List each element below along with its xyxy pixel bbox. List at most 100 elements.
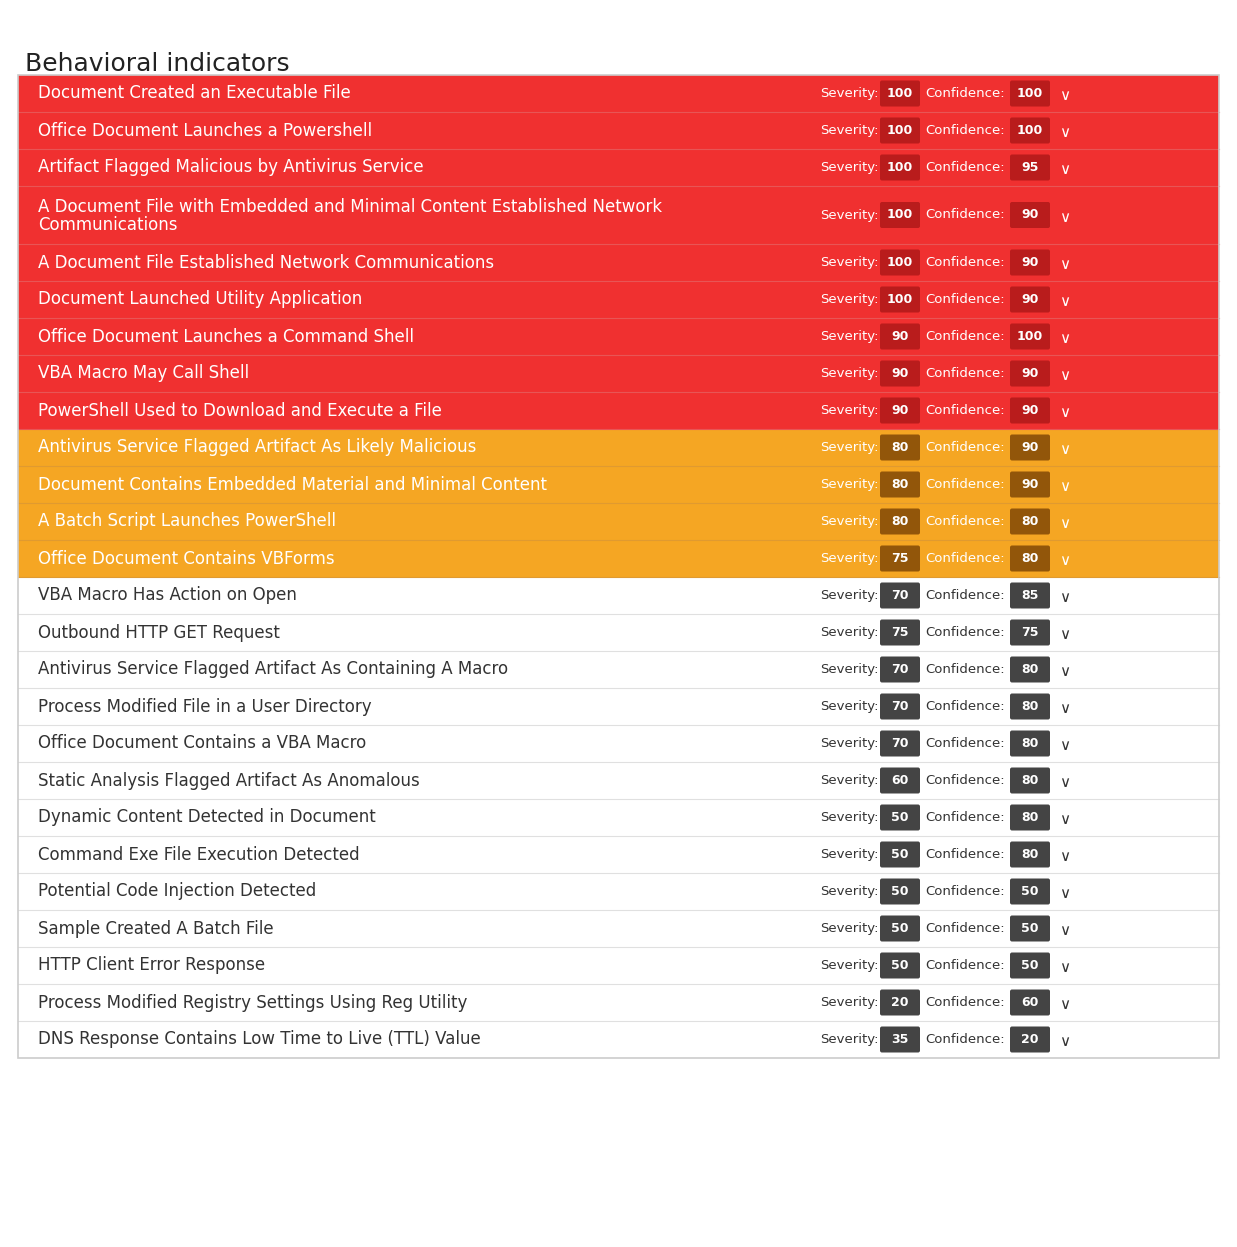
Text: 50: 50 xyxy=(891,811,909,824)
Text: 80: 80 xyxy=(1022,515,1039,527)
Text: Process Modified File in a User Directory: Process Modified File in a User Director… xyxy=(38,697,371,716)
Text: Confidence:: Confidence: xyxy=(925,1033,1004,1046)
Text: 90: 90 xyxy=(1022,478,1039,491)
Text: Document Contains Embedded Material and Minimal Content: Document Contains Embedded Material and … xyxy=(38,475,547,494)
Text: Office Document Launches a Command Shell: Office Document Launches a Command Shell xyxy=(38,328,414,345)
Text: ∨: ∨ xyxy=(1059,701,1070,716)
Text: ∨: ∨ xyxy=(1059,330,1070,345)
Text: ∨: ∨ xyxy=(1059,812,1070,827)
FancyBboxPatch shape xyxy=(880,731,920,757)
Text: Confidence:: Confidence: xyxy=(925,922,1004,935)
Text: 90: 90 xyxy=(1022,293,1039,306)
Text: Confidence:: Confidence: xyxy=(925,996,1004,1009)
Bar xyxy=(19,1021,1218,1057)
FancyBboxPatch shape xyxy=(880,249,920,276)
Text: 75: 75 xyxy=(891,552,909,565)
Text: Document Launched Utility Application: Document Launched Utility Application xyxy=(38,291,362,308)
Text: Confidence:: Confidence: xyxy=(925,848,1004,860)
FancyBboxPatch shape xyxy=(1009,842,1050,868)
Text: ∨: ∨ xyxy=(1059,923,1070,938)
FancyBboxPatch shape xyxy=(880,323,920,349)
Text: Process Modified Registry Settings Using Reg Utility: Process Modified Registry Settings Using… xyxy=(38,994,468,1011)
FancyBboxPatch shape xyxy=(880,767,920,793)
Text: Antivirus Service Flagged Artifact As Containing A Macro: Antivirus Service Flagged Artifact As Co… xyxy=(38,661,508,678)
Text: 50: 50 xyxy=(891,959,909,971)
Text: Confidence:: Confidence: xyxy=(925,441,1004,454)
FancyBboxPatch shape xyxy=(880,117,920,143)
FancyBboxPatch shape xyxy=(1009,1026,1050,1052)
Text: Confidence:: Confidence: xyxy=(925,959,1004,971)
Text: 90: 90 xyxy=(892,367,909,380)
FancyBboxPatch shape xyxy=(1009,287,1050,313)
Text: 50: 50 xyxy=(1022,959,1039,971)
Text: 95: 95 xyxy=(1022,161,1039,175)
Text: Confidence:: Confidence: xyxy=(925,589,1004,602)
Text: Severity:: Severity: xyxy=(820,404,878,416)
Text: ∨: ∨ xyxy=(1059,590,1070,605)
Text: 90: 90 xyxy=(1022,208,1039,222)
Text: Severity:: Severity: xyxy=(820,441,878,454)
Text: 90: 90 xyxy=(892,404,909,416)
Text: A Batch Script Launches PowerShell: A Batch Script Launches PowerShell xyxy=(38,513,336,530)
FancyBboxPatch shape xyxy=(1009,434,1050,460)
Text: Severity:: Severity: xyxy=(820,330,878,343)
Text: Confidence:: Confidence: xyxy=(925,404,1004,416)
Bar xyxy=(19,651,1218,688)
Text: Confidence:: Confidence: xyxy=(925,737,1004,749)
Text: 100: 100 xyxy=(887,161,913,175)
FancyBboxPatch shape xyxy=(1009,81,1050,106)
Text: Severity:: Severity: xyxy=(820,208,878,222)
Text: 70: 70 xyxy=(891,589,909,602)
Text: VBA Macro Has Action on Open: VBA Macro Has Action on Open xyxy=(38,586,297,605)
Text: 60: 60 xyxy=(1022,996,1039,1009)
Text: Confidence:: Confidence: xyxy=(925,663,1004,676)
Text: 90: 90 xyxy=(892,330,909,343)
FancyBboxPatch shape xyxy=(880,287,920,313)
Bar xyxy=(19,910,1218,946)
Text: Confidence:: Confidence: xyxy=(925,256,1004,269)
Text: ∨: ∨ xyxy=(1059,1034,1070,1049)
Text: 75: 75 xyxy=(891,626,909,638)
FancyBboxPatch shape xyxy=(1009,656,1050,682)
Text: Document Created an Executable File: Document Created an Executable File xyxy=(38,85,351,102)
Bar xyxy=(19,984,1218,1021)
Bar xyxy=(19,112,1218,148)
Text: Severity:: Severity: xyxy=(820,811,878,824)
Text: ∨: ∨ xyxy=(1059,738,1070,753)
Text: Severity:: Severity: xyxy=(820,626,878,638)
Bar xyxy=(19,148,1218,186)
Text: Confidence:: Confidence: xyxy=(925,811,1004,824)
Text: Confidence:: Confidence: xyxy=(925,885,1004,898)
FancyBboxPatch shape xyxy=(880,202,920,228)
Text: PowerShell Used to Download and Execute a File: PowerShell Used to Download and Execute … xyxy=(38,402,442,419)
Text: ∨: ∨ xyxy=(1059,663,1070,680)
FancyBboxPatch shape xyxy=(880,582,920,609)
Text: 50: 50 xyxy=(891,885,909,898)
Bar xyxy=(19,75,1218,1057)
FancyBboxPatch shape xyxy=(880,620,920,646)
FancyBboxPatch shape xyxy=(1009,767,1050,793)
FancyBboxPatch shape xyxy=(880,360,920,387)
Text: Severity:: Severity: xyxy=(820,515,878,527)
Text: Severity:: Severity: xyxy=(820,293,878,306)
Text: 75: 75 xyxy=(1022,626,1039,638)
Text: Sample Created A Batch File: Sample Created A Batch File xyxy=(38,919,273,938)
Text: Confidence:: Confidence: xyxy=(925,123,1004,137)
Text: Severity:: Severity: xyxy=(820,663,878,676)
Text: Severity:: Severity: xyxy=(820,700,878,713)
Text: 100: 100 xyxy=(887,256,913,269)
Text: Confidence:: Confidence: xyxy=(925,515,1004,527)
Text: ∨: ∨ xyxy=(1059,257,1070,272)
Text: Antivirus Service Flagged Artifact As Likely Malicious: Antivirus Service Flagged Artifact As Li… xyxy=(38,439,476,456)
Text: ∨: ∨ xyxy=(1059,162,1070,177)
Text: Severity:: Severity: xyxy=(820,87,878,100)
FancyBboxPatch shape xyxy=(880,509,920,535)
Text: Severity:: Severity: xyxy=(820,959,878,971)
Text: Static Analysis Flagged Artifact As Anomalous: Static Analysis Flagged Artifact As Anom… xyxy=(38,772,419,789)
Text: Severity:: Severity: xyxy=(820,256,878,269)
Text: Severity:: Severity: xyxy=(820,1033,878,1046)
Text: Severity:: Severity: xyxy=(820,922,878,935)
Text: 50: 50 xyxy=(891,922,909,935)
Text: 50: 50 xyxy=(1022,885,1039,898)
Text: ∨: ∨ xyxy=(1059,960,1070,975)
